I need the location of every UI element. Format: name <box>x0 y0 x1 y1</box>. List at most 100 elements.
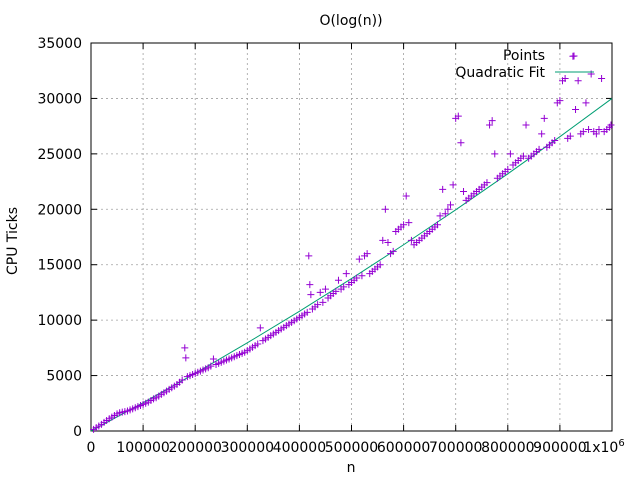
data-point <box>522 121 530 129</box>
data-point <box>334 276 342 284</box>
x-tick-label: 200000 <box>168 440 221 456</box>
data-point <box>381 205 389 213</box>
y-tick-label: 30000 <box>37 91 82 107</box>
data-point <box>342 270 350 278</box>
data-point <box>582 99 590 107</box>
data-point <box>340 283 348 291</box>
data-point <box>436 212 444 220</box>
data-point <box>355 255 363 263</box>
data-point <box>353 274 361 282</box>
legend-marker-plus <box>570 52 578 60</box>
y-tick-label: 15000 <box>37 258 82 274</box>
data-point <box>483 179 491 187</box>
data-point <box>585 125 593 133</box>
legend-label-fit: Quadratic Fit <box>455 65 545 81</box>
data-point <box>316 288 324 296</box>
data-point <box>457 139 465 147</box>
y-axis-label: CPU Ticks <box>5 207 21 275</box>
data-point <box>574 77 582 85</box>
data-point <box>405 219 413 227</box>
data-point <box>321 285 329 293</box>
data-point <box>433 221 441 229</box>
x-tick-label: 700000 <box>429 440 482 456</box>
data-point <box>376 261 384 269</box>
data-point <box>363 250 371 258</box>
data-point <box>491 150 499 158</box>
legend-label-points: Points <box>503 48 545 64</box>
legend: Points Quadratic Fit <box>455 48 594 81</box>
data-point <box>303 308 311 316</box>
data-point <box>407 236 415 244</box>
data-point <box>182 354 190 362</box>
data-point <box>400 221 408 229</box>
x-tick-label: 100000 <box>116 440 169 456</box>
data-point <box>535 145 543 153</box>
data-point <box>607 121 615 129</box>
data-point <box>439 185 447 193</box>
y-tick-label: 20000 <box>37 202 82 218</box>
data-point <box>256 324 264 332</box>
data-point <box>358 272 366 280</box>
y-tick-labels: 0 5000 10000 15000 20000 25000 30000 35000 <box>37 36 82 440</box>
data-point <box>488 117 496 125</box>
y-tick-label: 0 <box>73 424 82 440</box>
data-point <box>579 128 587 136</box>
data-point <box>441 210 449 218</box>
data-point <box>254 340 262 348</box>
data-point <box>306 281 314 289</box>
data-point <box>561 74 569 82</box>
x-tick-labels: 0 100000200000300000400000500000600000700… <box>87 438 625 456</box>
data-point <box>332 287 340 295</box>
y-tick-label: 10000 <box>37 313 82 329</box>
x-tick-label: 500000 <box>325 440 378 456</box>
data-point <box>595 125 603 133</box>
data-point <box>444 205 452 213</box>
legend-marker-points <box>570 52 578 60</box>
data-point <box>572 106 580 114</box>
data-point <box>538 130 546 138</box>
fit-line <box>90 98 613 432</box>
data-point <box>454 112 462 120</box>
data-point <box>402 192 410 200</box>
data-point <box>178 376 186 384</box>
data-point <box>449 181 457 189</box>
fit-series <box>90 98 613 432</box>
points-series <box>90 52 615 433</box>
x-tick-label: 600000 <box>377 440 430 456</box>
axis-ticks <box>90 42 613 432</box>
x-tick-label: 0 <box>87 440 96 456</box>
data-point <box>209 355 217 363</box>
data-point <box>540 114 548 122</box>
data-point <box>181 344 189 352</box>
data-point <box>556 97 564 105</box>
x-tick-label: 400000 <box>273 440 326 456</box>
data-point <box>566 132 574 140</box>
chart-title: O(log(n)) <box>319 13 382 29</box>
data-point <box>504 165 512 173</box>
data-point <box>384 239 392 247</box>
data-point <box>319 298 327 306</box>
data-point <box>314 301 322 309</box>
x-axis-label: n <box>347 460 356 476</box>
data-point <box>506 150 514 158</box>
plot-frame <box>90 42 613 432</box>
y-tick-label: 5000 <box>46 369 82 385</box>
x-tick-label: 800000 <box>481 440 534 456</box>
data-point <box>307 291 315 299</box>
x-tick-label-last: 1x106 <box>583 438 624 456</box>
data-point <box>389 247 397 255</box>
data-point <box>486 121 494 129</box>
y-tick-label: 25000 <box>37 147 82 163</box>
data-point <box>460 188 468 196</box>
x-tick-label: 300000 <box>221 440 274 456</box>
data-point <box>305 252 313 260</box>
data-point <box>446 201 454 209</box>
grid-lines <box>91 43 612 431</box>
y-tick-label: 35000 <box>37 36 82 52</box>
data-point <box>592 130 600 138</box>
data-point <box>379 236 387 244</box>
x-tick-label: 900000 <box>533 440 586 456</box>
data-point <box>519 152 527 160</box>
data-point <box>598 74 606 82</box>
